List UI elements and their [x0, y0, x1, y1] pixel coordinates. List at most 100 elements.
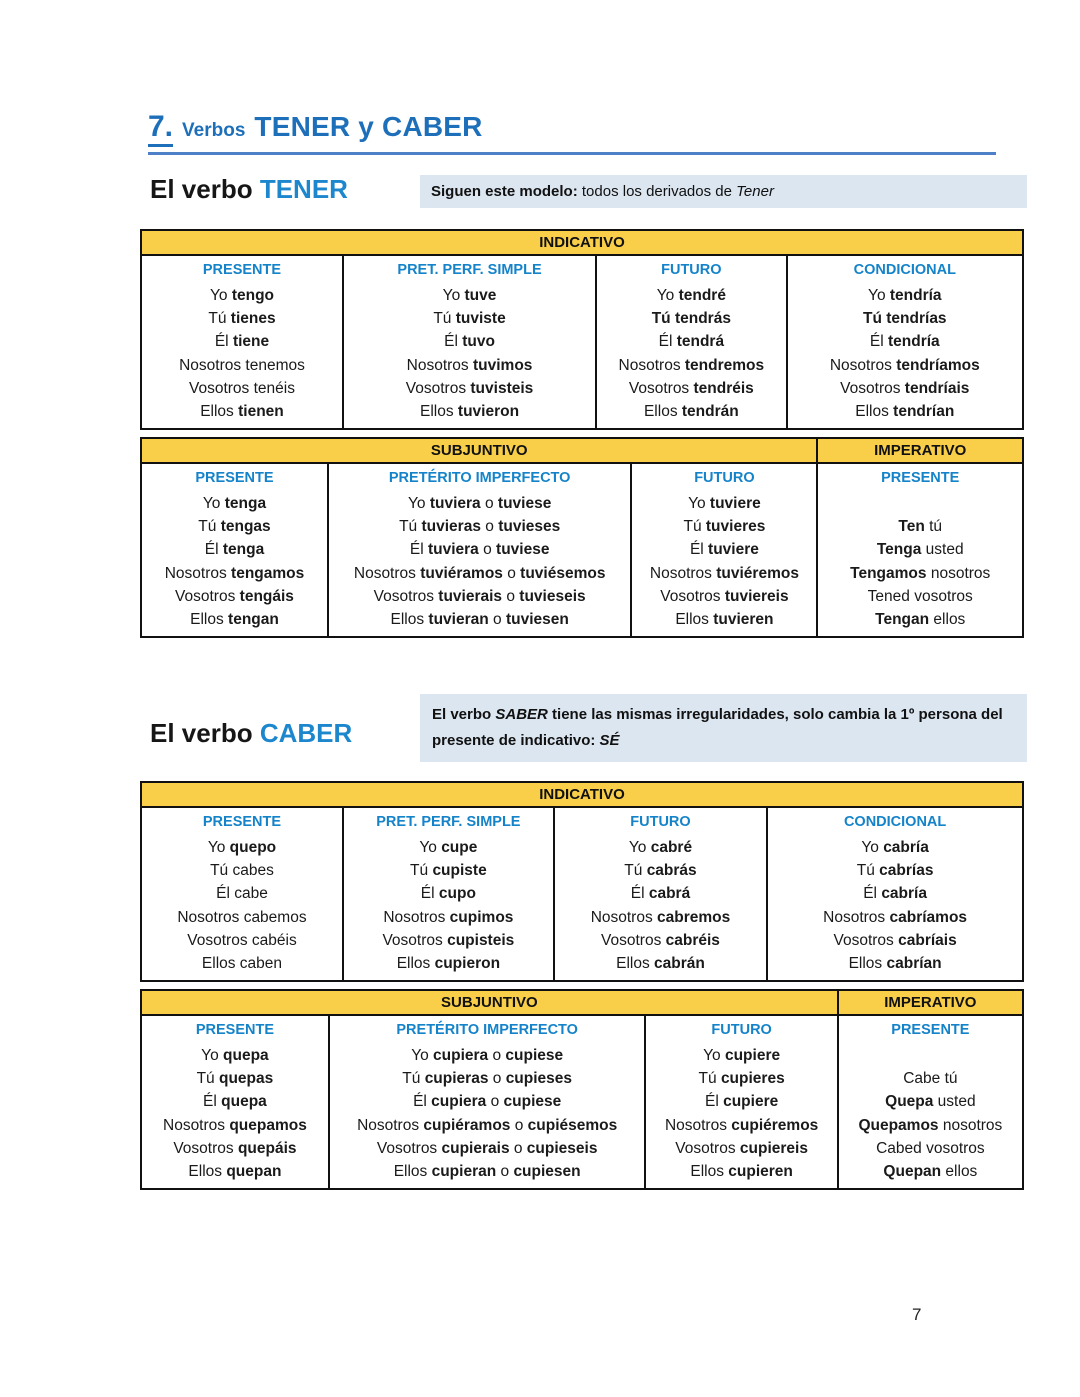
conjugation-table: INDICATIVO PRESENTE Yo tengo Tú tienes Él ti…	[140, 229, 1025, 431]
table-column: PRESENTE Cabe tú Quepa usted Quepamos noso…	[836, 1013, 1025, 1191]
conjugation-line: Ellos caben	[201, 955, 283, 973]
conjugation-table: SUBJUNTIVO IMPERATIVO PRESENTE Yo tenga Tú t…	[139, 437, 1024, 639]
conjugation-line: Nosotros cupiéremos	[664, 1116, 819, 1134]
table-column: PRETÉRITO IMPERFECTO Yo cupiera o cupiese…	[327, 1013, 647, 1191]
conjugation-line: Ten tú	[898, 518, 943, 536]
table-column: FUTURO Yo cabré Tú cabrás Él cabrá Nosotros …	[552, 805, 769, 983]
page-number: 7	[912, 1305, 922, 1324]
table-caber-indicativo: INDICATIVO PRESENTE Yo quepo Tú cabes Él cab…	[140, 781, 1024, 983]
conjugation-table: INDICATIVO PRESENTE Yo quepo Tú cabes Él cab…	[140, 781, 1024, 983]
table-column: PRET. PERF. SIMPLE Yo tuve Tú tuviste Él tu…	[341, 253, 598, 431]
conjugation-line: Nosotros cupimos	[383, 908, 514, 926]
conjugation-line: Él cupiere	[705, 1093, 779, 1111]
note-caber: El verbo SABER tiene las mismas irregula…	[420, 694, 1027, 762]
column-header: PRESENTE	[195, 470, 274, 486]
column-header: PRESENTE	[195, 1022, 275, 1038]
conjugation-line: Vosotros cabéis	[187, 931, 297, 949]
column-header: FUTURO	[661, 262, 722, 278]
note-tener: Siguen este modelo: todos los derivados …	[420, 175, 1027, 208]
conjugation-line: Nosotros tendremos	[618, 356, 765, 374]
conjugation-line: Cabed vosotros	[876, 1139, 985, 1157]
conjugation-line: Tú tuvieres	[683, 518, 766, 536]
column-header: CONDICIONAL	[843, 814, 947, 830]
column-header: FUTURO	[630, 814, 691, 830]
conjugation-line: Él tendrá	[658, 333, 725, 351]
conjugation-line: Ellos tuvieren	[675, 611, 774, 629]
table-column: PRESENTE Yo tenga Tú tengas Él tenga Nosotro…	[140, 461, 329, 639]
conjugation-line: Quepamos nosotros	[858, 1116, 1003, 1134]
column-header: PRESENTE	[881, 470, 960, 486]
conjugation-line: Tú tuvieras o tuvieses	[399, 518, 561, 536]
conjugation-line: Él tuviera o tuviese	[409, 541, 550, 559]
conjugation-line: Él cupiera o cupiese	[413, 1093, 562, 1111]
column-header: PRESENTE	[202, 814, 282, 830]
conjugation-line: Vosotros cupierais o cupieseis	[376, 1139, 598, 1157]
conjugation-line: Vosotros tenéis	[188, 379, 295, 397]
table-caber-subjuntivo-imperativo: SUBJUNTIVO IMPERATIVO PRESENTE Yo quepa Tú q…	[140, 989, 1025, 1191]
table-column: PRESENTE Yo tengo Tú tienes Él tiene Nosotro…	[140, 253, 344, 431]
table-column: PRESENTE Yo quepo Tú cabes Él cabe Nosotros …	[140, 805, 344, 983]
conjugation-line: Nosotros tendríamos	[829, 356, 980, 374]
conjugation-line: Nosotros quepamos	[163, 1116, 307, 1134]
conjugation-line: Tú tienes	[208, 310, 276, 328]
conjugation-line	[820, 492, 1020, 515]
conjugation-line: Ellos tengan	[190, 611, 279, 629]
conjugation-line: Vosotros cupiereis	[675, 1139, 808, 1157]
column-header: PRET. PERF. SIMPLE	[397, 262, 542, 278]
conjugation-line: Ellos cupieren	[690, 1163, 793, 1181]
conjugation-line: Tengan ellos	[875, 611, 966, 629]
conjugation-line: Tú tendrías	[863, 310, 947, 328]
conjugation-line: Vosotros tuviereis	[660, 587, 789, 605]
conjugation-line: Tú tengas	[198, 518, 271, 536]
conjugation-line: Él quepa	[203, 1093, 267, 1111]
conjugation-line: Ellos tuvieron	[420, 403, 520, 421]
section-heading: 7. Verbos TENER y CABER	[148, 110, 996, 155]
conjugation-line: Vosotros tendréis	[628, 379, 754, 397]
conjugation-line: Yo tendría	[868, 287, 942, 304]
table-column: PRESENTE Yo quepa Tú quepas Él quepa Nosotro…	[140, 1013, 330, 1191]
table-band-label: SUBJUNTIVO	[140, 989, 839, 1016]
conjugation-line: Yo cupe	[419, 839, 478, 856]
conjugation-line: Yo quepo	[207, 839, 277, 856]
conjugation-line: Nosotros tenemos	[179, 356, 305, 374]
table-band-label: IMPERATIVO	[836, 989, 1025, 1016]
verb-heading-prefix: El verbo	[150, 718, 253, 748]
conjugation-line: Él tenga	[204, 541, 265, 559]
conjugation-line: Él cabrá	[630, 885, 691, 903]
conjugation-line: Vosotros tendríais	[840, 379, 970, 397]
conjugation-line: Vosotros cupisteis	[382, 931, 515, 949]
column-header: PRET. PERF. SIMPLE	[376, 814, 521, 830]
table-column: FUTURO Yo tuviere Tú tuvieres Él tuviere Nos…	[630, 461, 819, 639]
conjugation-line: Él tuviere	[689, 541, 759, 559]
table-column: PRET. PERF. SIMPLE Yo cupe Tú cupiste Él cu…	[341, 805, 555, 983]
conjugation-line: Yo quepa	[201, 1047, 269, 1064]
conjugation-line: Nosotros cabríamos	[823, 908, 968, 926]
table-band-label: INDICATIVO	[140, 229, 1024, 256]
conjugation-line: Ellos tienen	[200, 403, 284, 421]
conjugation-line: Nosotros cupiéramos o cupiésemos	[357, 1116, 618, 1134]
table-band-label: INDICATIVO	[140, 781, 1024, 808]
conjugation-line: Yo tuve	[442, 287, 497, 304]
column-header: PRESENTE	[891, 1022, 970, 1038]
conjugation-line: Tengamos nosotros	[850, 564, 991, 582]
conjugation-line: Yo cupiere	[703, 1047, 781, 1064]
section-title: TENER y CABER	[254, 111, 483, 142]
table-column: CONDICIONAL Yo tendría Tú tendrías Él tendr…	[785, 253, 1025, 431]
conjugation-line	[841, 1044, 1020, 1067]
table-band-label: IMPERATIVO	[816, 437, 1024, 464]
conjugation-line: Nosotros cabemos	[177, 908, 307, 926]
table-column: FUTURO Yo tendré Tú tendrás Él tendrá Nosotr…	[595, 253, 788, 431]
conjugation-line: Él tendría	[869, 333, 940, 351]
conjugation-line: Vosotros cabríais	[833, 931, 957, 949]
conjugation-line: Él tuvo	[444, 333, 495, 351]
table-column: CONDICIONAL Yo cabría Tú cabrías Él cabría N…	[766, 805, 1024, 983]
conjugation-line: Ellos cupieron	[396, 955, 501, 973]
conjugation-table: SUBJUNTIVO IMPERATIVO PRESENTE Yo quepa Tú q…	[140, 989, 1025, 1191]
column-header: PRETÉRITO IMPERFECTO	[388, 470, 571, 486]
conjugation-line: Ellos quepan	[188, 1163, 282, 1181]
conjugation-line: Vosotros tuvierais o tuvieseis	[373, 587, 586, 605]
column-header: FUTURO	[711, 1022, 772, 1038]
table-tener-indicativo: INDICATIVO PRESENTE Yo tengo Tú tienes Él ti…	[140, 229, 1025, 431]
conjugation-line: Él tiene	[214, 333, 270, 351]
conjugation-line: Yo tuviera o tuviese	[408, 495, 552, 512]
